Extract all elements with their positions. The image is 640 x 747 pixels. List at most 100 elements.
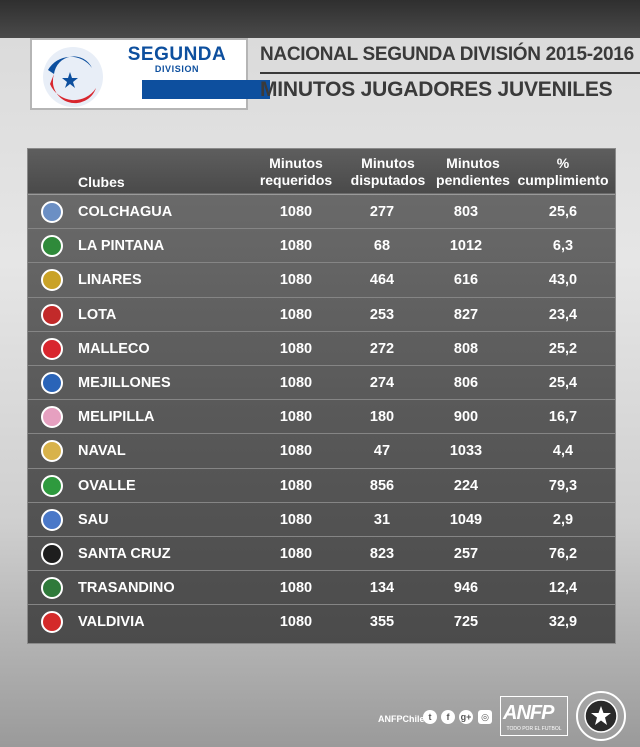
logo-title: SEGUNDA xyxy=(127,44,227,65)
segunda-division-logo xyxy=(30,38,270,110)
column-header-percent: % cumplimiento xyxy=(513,155,613,189)
column-header-percent-line2: cumplimiento xyxy=(517,172,609,188)
percent-completion: 23,4 xyxy=(548,306,578,323)
sau-crest-icon xyxy=(41,508,63,531)
table-row: TRASANDINO 1080 134 946 12,4 xyxy=(28,570,615,604)
minutes-required: 1080 xyxy=(279,545,313,562)
facebook-icon[interactable]: f xyxy=(441,710,455,724)
minutes-required: 1080 xyxy=(279,306,313,323)
instagram-icon[interactable]: ◎ xyxy=(478,710,492,724)
table-row: SANTA CRUZ 1080 823 257 76,2 xyxy=(28,535,615,570)
la-pintana-crest-icon xyxy=(41,235,63,258)
minutes-required: 1080 xyxy=(279,409,313,426)
valdivia-crest-icon xyxy=(41,611,63,634)
top-bar xyxy=(0,0,640,38)
minutes-required: 1080 xyxy=(279,374,313,391)
mejillones-crest-icon xyxy=(41,371,63,394)
table-row: LOTA 1080 253 827 23,4 xyxy=(28,296,615,331)
malleco-crest-icon xyxy=(41,337,63,360)
minutes-pending: 616 xyxy=(453,272,479,289)
trasandino-crest-icon xyxy=(41,577,63,600)
column-header-pending-line1: Minutos xyxy=(446,155,500,171)
santa-cruz-crest-icon xyxy=(41,542,63,565)
percent-completion: 25,2 xyxy=(548,340,578,357)
table-row: MELIPILLA 1080 180 900 16,7 xyxy=(28,399,615,433)
table-row: COLCHAGUA 1080 277 803 25,6 xyxy=(28,194,615,228)
percent-completion: 12,4 xyxy=(548,580,578,597)
minutes-pending: 827 xyxy=(453,306,479,323)
minutes-played: 31 xyxy=(373,511,391,528)
minutes-played: 68 xyxy=(373,238,391,255)
twitter-icon[interactable]: t xyxy=(423,710,437,724)
table-body: COLCHAGUA 1080 277 803 25,6 LA PINTANA 1… xyxy=(28,194,615,638)
column-header-played: Minutos disputados xyxy=(338,155,438,189)
column-header-played-line2: disputados xyxy=(350,172,426,188)
melipilla-crest-icon xyxy=(41,406,63,429)
percent-completion: 76,2 xyxy=(548,545,578,562)
minutes-table: Clubes Minutos requeridos Minutos disput… xyxy=(27,148,616,644)
minutes-required: 1080 xyxy=(279,511,313,528)
minutes-played: 277 xyxy=(369,204,395,220)
page-title: NACIONAL SEGUNDA DIVISIÓN 2015-2016 xyxy=(260,44,634,65)
minutes-played: 274 xyxy=(369,374,395,391)
club-name: MELIPILLA xyxy=(78,409,155,426)
minutes-required: 1080 xyxy=(279,477,313,494)
naval-crest-icon xyxy=(41,440,63,463)
percent-completion: 25,4 xyxy=(548,374,578,391)
minutes-pending: 1012 xyxy=(449,238,483,255)
minutes-required: 1080 xyxy=(279,204,313,220)
minutes-pending: 725 xyxy=(453,614,479,631)
club-name: TRASANDINO xyxy=(78,580,175,597)
google-plus-icon[interactable]: g+ xyxy=(459,710,473,724)
percent-completion: 79,3 xyxy=(548,477,578,494)
club-name: SAU xyxy=(78,511,109,528)
colchagua-crest-icon xyxy=(41,201,63,223)
lota-crest-icon xyxy=(41,303,63,326)
minutes-played: 134 xyxy=(369,580,395,597)
column-header-required: Minutos requeridos xyxy=(246,155,346,189)
percent-completion: 32,9 xyxy=(548,614,578,631)
minutes-played: 47 xyxy=(373,443,391,460)
percent-completion: 16,7 xyxy=(548,409,578,426)
club-name: MALLECO xyxy=(78,340,150,357)
minutes-required: 1080 xyxy=(279,614,313,631)
table-row: SAU 1080 31 1049 2,9 xyxy=(28,501,615,536)
minutes-required: 1080 xyxy=(279,340,313,357)
table-row: LA PINTANA 1080 68 1012 6,3 xyxy=(28,228,615,262)
anfp-logo-text: ANFP xyxy=(503,702,554,724)
logo-subtitle: DIVISION xyxy=(154,64,200,74)
percent-completion: 4,4 xyxy=(552,443,574,460)
club-name: LA PINTANA xyxy=(78,238,165,255)
segunda-logo-mark-icon xyxy=(43,47,103,107)
minutes-pending: 1049 xyxy=(449,511,483,528)
minutes-pending: 808 xyxy=(453,340,479,357)
federation-seal-icon xyxy=(576,691,626,741)
club-name: COLCHAGUA xyxy=(78,204,173,220)
minutes-pending: 803 xyxy=(453,204,479,220)
table-row: MEJILLONES 1080 274 806 25,4 xyxy=(28,364,615,399)
table-row: LINARES 1080 464 616 43,0 xyxy=(28,262,615,296)
anfp-logo xyxy=(500,696,568,736)
page-subtitle: MINUTOS JUGADORES JUVENILES xyxy=(260,78,613,101)
logo-bar xyxy=(142,80,270,99)
club-name: SANTA CRUZ xyxy=(78,545,171,562)
minutes-played: 856 xyxy=(369,477,395,494)
minutes-pending: 1033 xyxy=(449,443,483,460)
minutes-pending: 946 xyxy=(453,580,479,597)
column-header-club: Clubes xyxy=(78,174,125,190)
percent-completion: 6,3 xyxy=(552,238,574,255)
minutes-pending: 224 xyxy=(453,477,479,494)
table-row: VALDIVIA 1080 355 725 32,9 xyxy=(28,604,615,638)
minutes-pending: 806 xyxy=(453,374,479,391)
club-name: OVALLE xyxy=(78,477,136,494)
percent-completion: 2,9 xyxy=(552,511,574,528)
minutes-played: 272 xyxy=(369,340,395,357)
ovalle-crest-icon xyxy=(41,474,63,497)
column-header-required-line1: Minutos xyxy=(269,155,323,171)
minutes-played: 253 xyxy=(369,306,395,323)
club-name: MEJILLONES xyxy=(78,374,171,391)
linares-crest-icon xyxy=(41,269,63,292)
minutes-required: 1080 xyxy=(279,443,313,460)
minutes-required: 1080 xyxy=(279,580,313,597)
column-header-required-line2: requeridos xyxy=(259,172,333,188)
